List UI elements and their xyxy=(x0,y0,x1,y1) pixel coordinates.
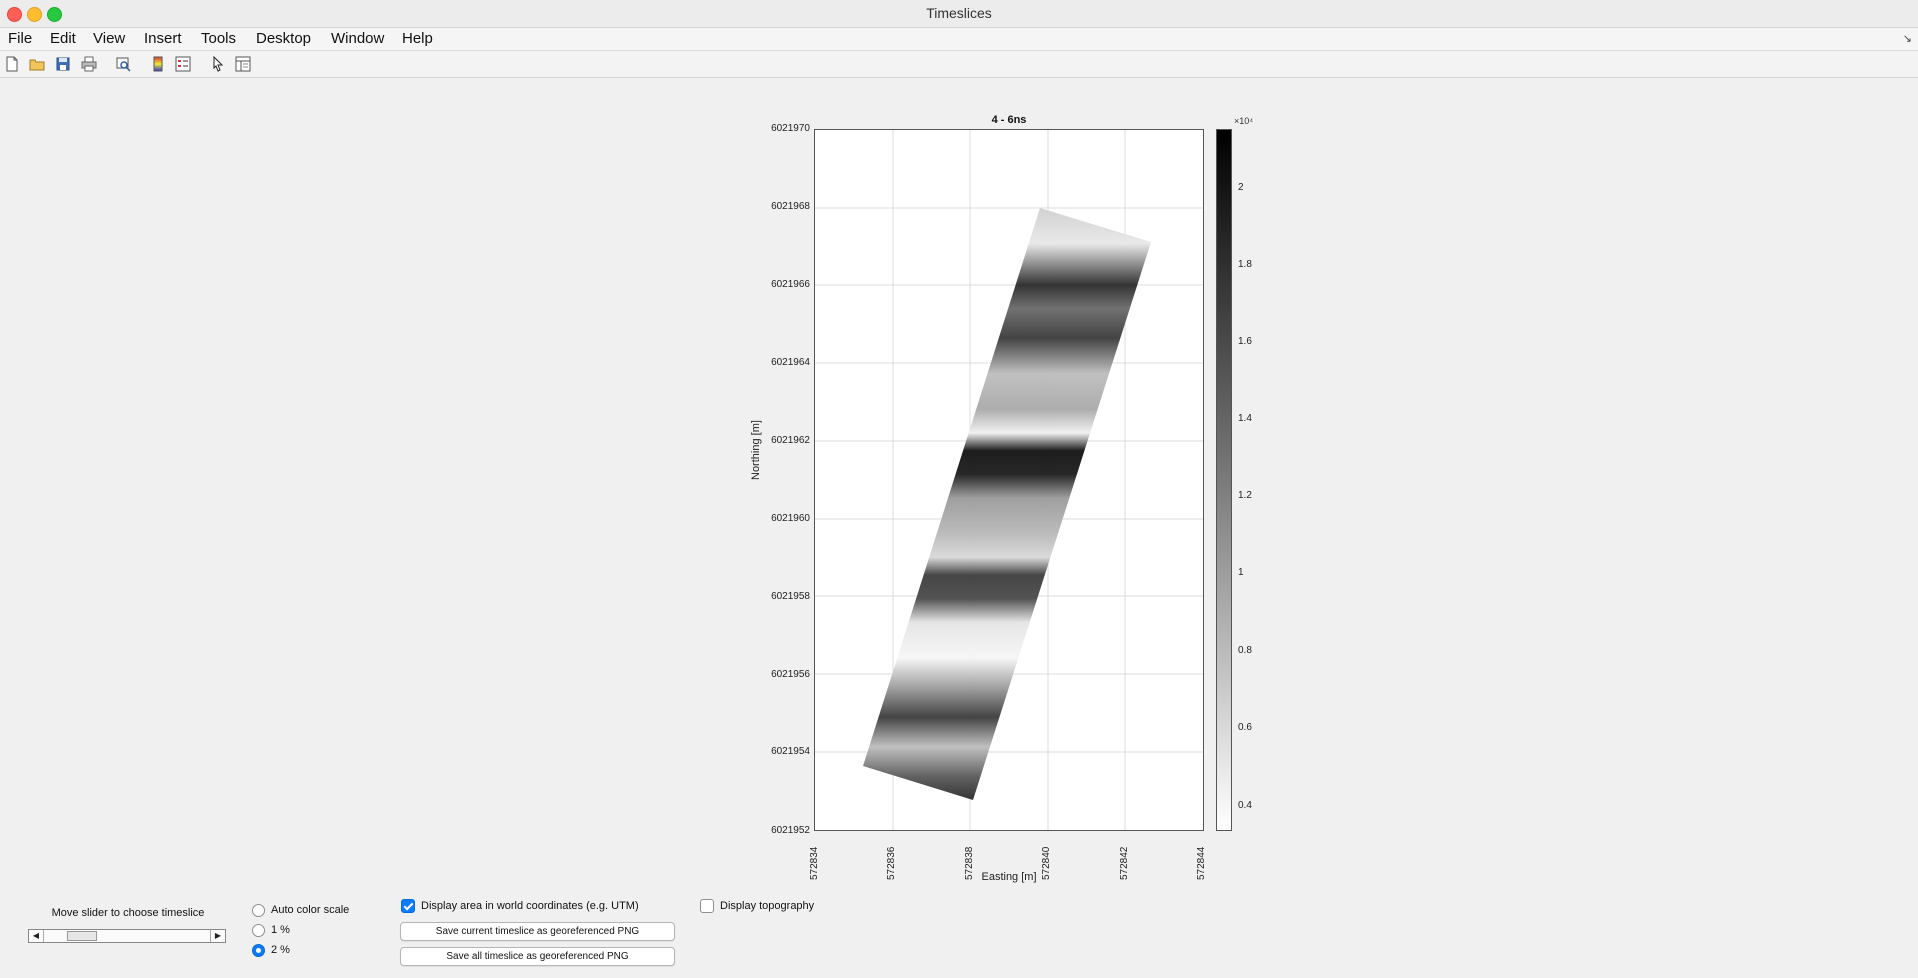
world-coordinates-checkbox[interactable] xyxy=(401,899,415,913)
menu-view[interactable]: View xyxy=(93,30,126,47)
y-tick-label: 6021956 xyxy=(771,669,810,680)
topography-label: Display topography xyxy=(720,900,815,912)
menu-file[interactable]: File xyxy=(8,30,33,47)
print-preview-icon[interactable] xyxy=(115,56,131,72)
legend-icon[interactable] xyxy=(175,56,191,72)
timeslice-plot xyxy=(815,130,1203,830)
save-all-timeslices-button[interactable]: Save all timeslice as georeferenced PNG xyxy=(400,947,675,966)
colorbar-tick-label: 1.2 xyxy=(1238,490,1252,501)
menu-help[interactable]: Help xyxy=(402,30,433,47)
window-title: Timeslices xyxy=(926,5,992,21)
radio-1-percent-label: 1 % xyxy=(271,924,290,936)
world-coordinates-label: Display area in world coordinates (e.g. … xyxy=(421,900,639,912)
maximize-window-button[interactable] xyxy=(47,7,62,22)
y-axis-label: Northing [m] xyxy=(750,420,762,480)
y-tick-label: 6021970 xyxy=(771,123,810,134)
minimize-window-button[interactable] xyxy=(27,7,42,22)
y-tick-label: 6021968 xyxy=(771,201,810,212)
colorbar-tick-label: 1 xyxy=(1238,567,1244,578)
colorbar-icon[interactable] xyxy=(150,56,166,72)
slider-right-arrow-icon[interactable]: ▶ xyxy=(210,930,225,942)
y-tick-label: 6021964 xyxy=(771,357,810,368)
radio-auto-color-scale-label: Auto color scale xyxy=(271,904,350,916)
slider-left-arrow-icon[interactable]: ◀ xyxy=(29,930,44,942)
save-current-timeslice-button[interactable]: Save current timeslice as georeferenced … xyxy=(400,922,675,941)
plot-title: 4 - 6ns xyxy=(991,114,1027,126)
y-tick-label: 6021952 xyxy=(771,825,810,836)
menu-edit[interactable]: Edit xyxy=(50,30,76,47)
pointer-icon[interactable] xyxy=(210,56,226,72)
colorbar-tick-label: 2 xyxy=(1238,182,1244,193)
toolbar xyxy=(0,51,1918,78)
radio-auto-color-scale[interactable] xyxy=(252,904,265,917)
colorbar-tick-label: 1.4 xyxy=(1238,413,1252,424)
colorbar-tick-label: 0.4 xyxy=(1238,800,1252,811)
close-window-button[interactable] xyxy=(7,7,22,22)
print-icon[interactable] xyxy=(81,56,97,72)
slider-thumb[interactable] xyxy=(67,931,97,941)
y-tick-label: 6021958 xyxy=(771,591,810,602)
y-tick-label: 6021962 xyxy=(771,435,810,446)
title-bar: Timeslices xyxy=(0,0,1918,28)
y-tick-label: 6021954 xyxy=(771,746,810,757)
menu-desktop[interactable]: Desktop xyxy=(256,30,312,47)
colorbar-tick-label: 1.6 xyxy=(1238,336,1252,347)
y-tick-label: 6021966 xyxy=(771,279,810,290)
y-tick-label: 6021960 xyxy=(771,513,810,524)
radio-1-percent[interactable] xyxy=(252,924,265,937)
menu-bar: File Edit View Insert Tools Desktop Wind… xyxy=(0,28,1918,51)
radio-2-percent[interactable] xyxy=(252,944,265,957)
radargram-timeslice-image xyxy=(863,208,1151,800)
menu-insert[interactable]: Insert xyxy=(144,30,182,47)
menu-window[interactable]: Window xyxy=(331,30,385,47)
colorbar[interactable] xyxy=(1216,129,1232,831)
property-inspector-icon[interactable] xyxy=(235,56,251,72)
open-file-icon[interactable] xyxy=(29,56,45,72)
colorbar-tick-label: 0.8 xyxy=(1238,645,1252,656)
radio-2-percent-label: 2 % xyxy=(271,944,290,956)
slider-label: Move slider to choose timeslice xyxy=(51,907,205,919)
topography-checkbox[interactable] xyxy=(700,899,714,913)
save-icon[interactable] xyxy=(55,56,71,72)
timeslice-slider[interactable]: ◀ ▶ xyxy=(28,929,226,943)
timeslice-axes[interactable] xyxy=(814,129,1204,831)
menu-tools[interactable]: Tools xyxy=(201,30,237,47)
colorbar-tick-label: 0.6 xyxy=(1238,722,1252,733)
x-axis-label: Easting [m] xyxy=(981,871,1037,883)
colorbar-exponent: ×10⁴ xyxy=(1234,116,1254,126)
new-figure-icon[interactable] xyxy=(4,56,20,72)
dock-arrow-icon[interactable]: ↘ xyxy=(1902,33,1912,45)
colorbar-tick-label: 1.8 xyxy=(1238,259,1252,270)
